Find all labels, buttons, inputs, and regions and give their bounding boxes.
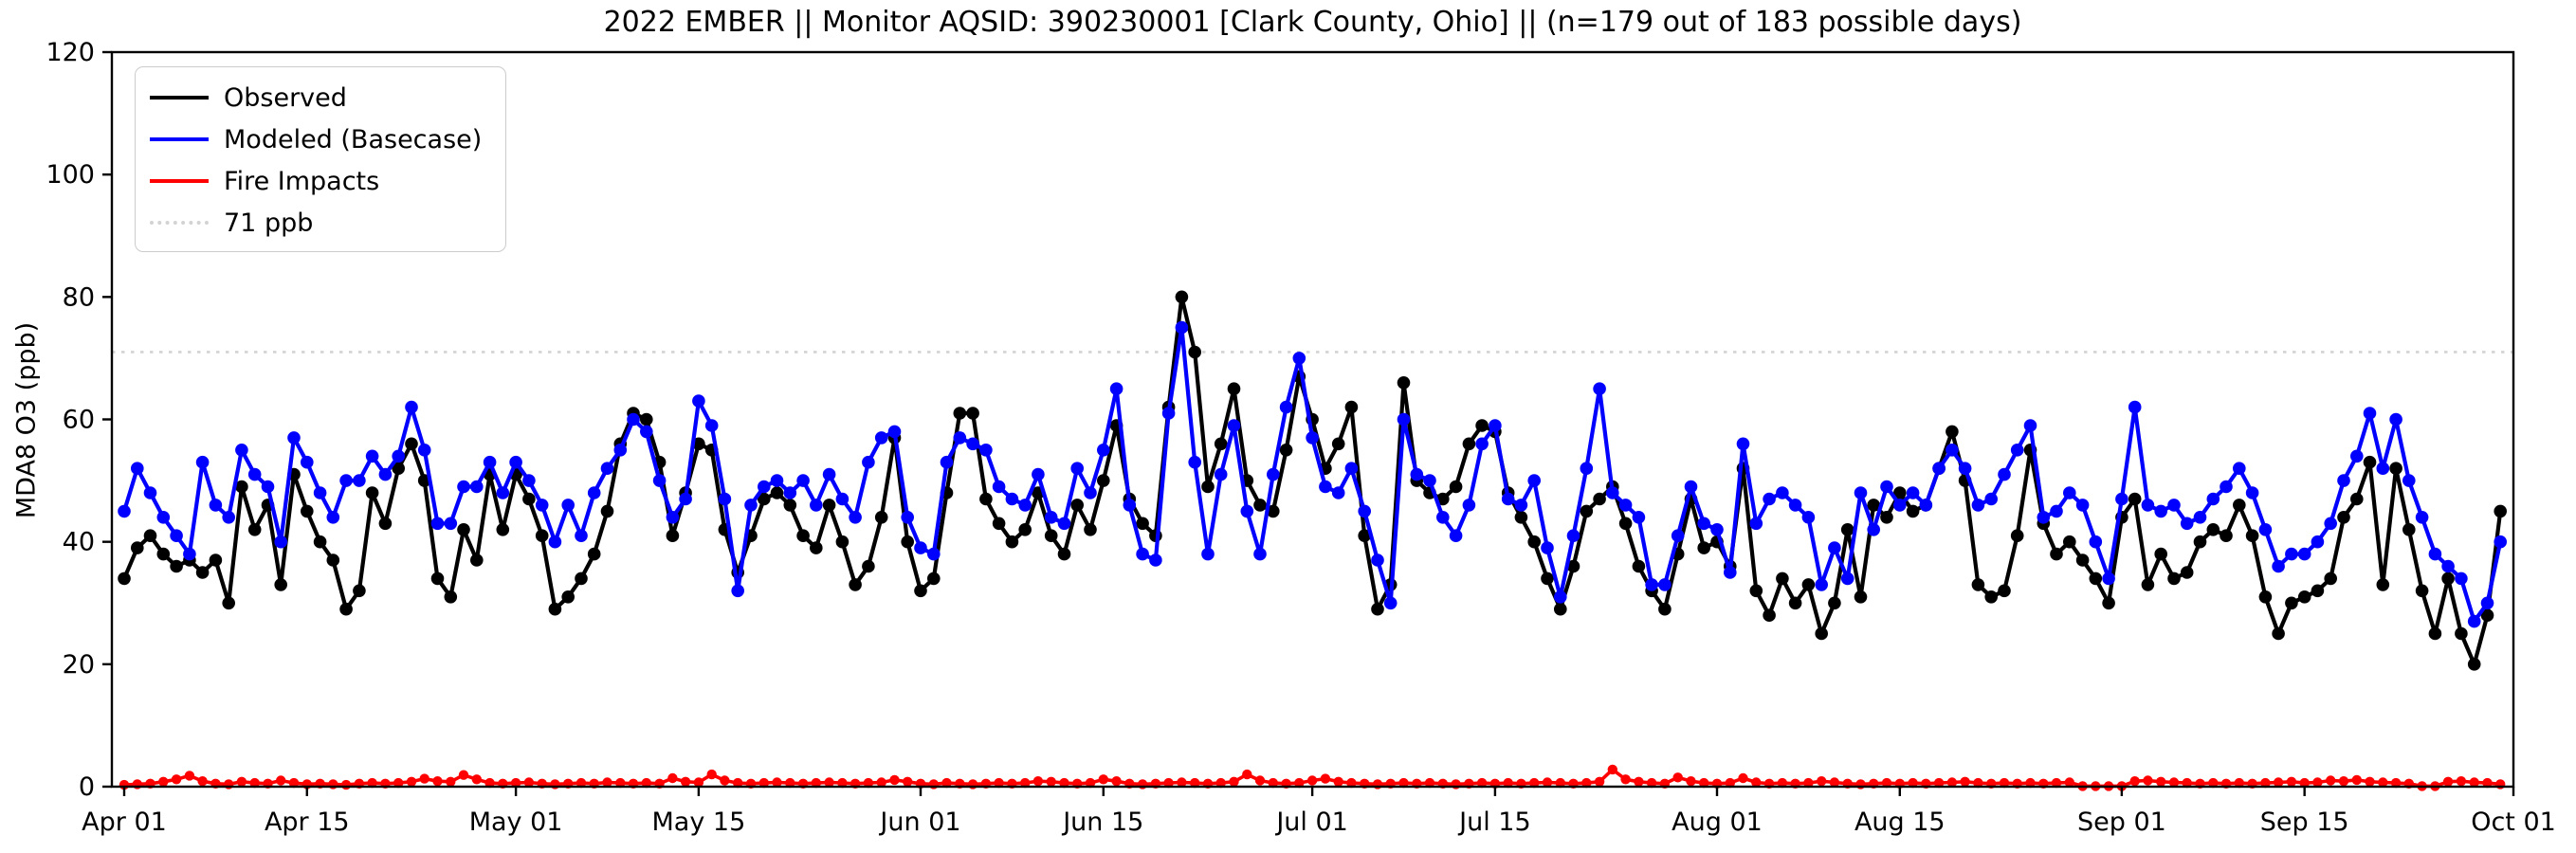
legend-swatch (150, 96, 209, 100)
x-tick-label: Apr 15 (265, 808, 350, 837)
legend-swatch (150, 179, 209, 183)
legend-item-modeled-basecase-: Modeled (Basecase) (136, 118, 505, 160)
x-tick-label: Sep 15 (2260, 808, 2349, 837)
chart-title: 2022 EMBER || Monitor AQSID: 390230001 [… (603, 6, 2022, 39)
legend-item-observed: Observed (136, 77, 505, 118)
y-tick-label: 20 (63, 650, 95, 680)
modeled-basecase--line (121, 325, 2503, 624)
x-tick-label: Jul 15 (1457, 808, 1531, 837)
legend-swatch (150, 221, 209, 225)
y-tick-label: 100 (46, 160, 95, 190)
legend-item-fire-impacts: Fire Impacts (136, 160, 505, 202)
x-tick-label: Oct 01 (2471, 808, 2556, 837)
legend-swatch (150, 137, 209, 141)
fire-impacts-markers (119, 764, 2506, 791)
x-tick-label: Aug 15 (1854, 808, 1946, 837)
x-tick-label: May 15 (652, 808, 746, 837)
y-tick-label: 80 (63, 282, 95, 312)
x-tick-label: Sep 01 (2077, 808, 2166, 837)
modeled-basecase--markers (118, 320, 2507, 628)
legend-label: 71 ppb (224, 208, 314, 238)
y-tick-label: 60 (63, 406, 95, 435)
y-tick-label: 120 (46, 38, 95, 67)
y-tick-label: 0 (79, 772, 95, 802)
y-tick-label: 40 (63, 528, 95, 557)
x-tick-label: Jun 15 (1061, 808, 1143, 837)
x-tick-label: Jun 01 (878, 808, 960, 837)
legend-item-71-ppb: 71 ppb (136, 202, 505, 244)
legend: Observed Modeled (Basecase) Fire Impacts 71… (135, 66, 506, 252)
x-tick-label: Aug 01 (1672, 808, 1763, 837)
x-tick-label: Jul 01 (1274, 808, 1348, 837)
x-tick-label: Apr 01 (82, 808, 167, 837)
x-tick-label: May 01 (469, 808, 563, 837)
legend-label: Observed (224, 82, 347, 113)
legend-label: Modeled (Basecase) (224, 124, 483, 154)
legend-label: Fire Impacts (224, 166, 380, 196)
